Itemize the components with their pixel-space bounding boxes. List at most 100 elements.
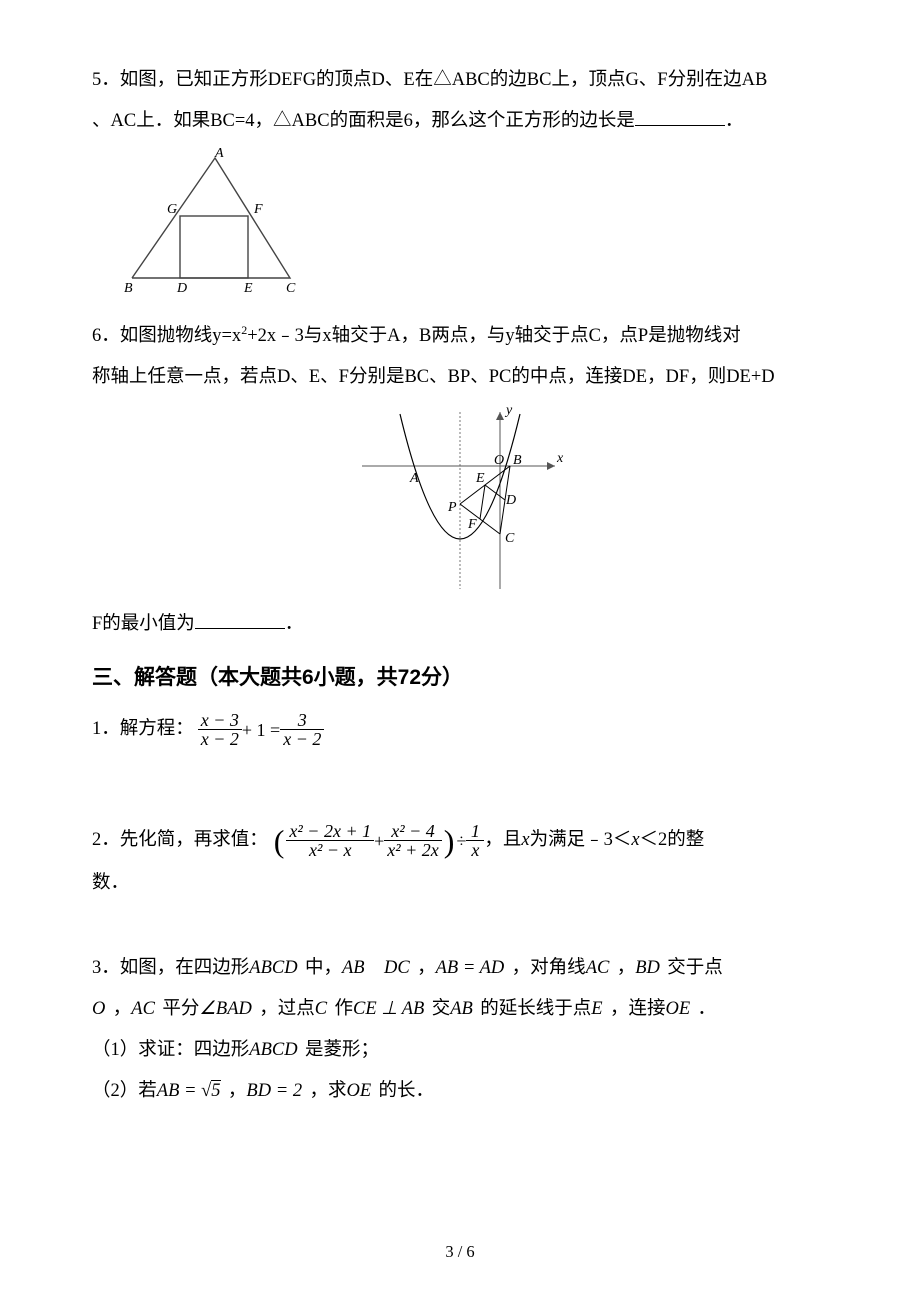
- p3-l1b: 中，: [305, 958, 342, 978]
- q6-dot: ．: [285, 614, 304, 634]
- q5-line2-text: 、AC上．如果BC=4，△ABC的面积是6，那么这个正方形的边长是: [92, 111, 635, 131]
- p2-tail1: ，且: [484, 822, 521, 859]
- q5-label-B: B: [124, 281, 133, 296]
- q6-svg: y x A B O E P D F C: [350, 404, 570, 594]
- p3-s2c: ，求: [309, 1081, 346, 1101]
- q6-figure: y x A B O E P D F C: [92, 404, 828, 608]
- p3-abeq2l: AB =: [157, 1081, 201, 1101]
- q5-line2: 、AC上．如果BC=4，△ABC的面积是6，那么这个正方形的边长是．: [92, 103, 828, 140]
- q6-E: E: [475, 471, 485, 486]
- page: { "q5": { "line1": "5．如图，已知正方形DEFG的顶点D、E…: [0, 0, 920, 1302]
- q5-figure: A G F B D E C: [120, 146, 828, 310]
- p3-sub2: （2）若AB = √5 ，BD = 2 ，求OE 的长．: [92, 1073, 828, 1110]
- p2-open: (: [274, 825, 285, 857]
- q6-x: x: [556, 451, 564, 466]
- p2-close: ): [444, 825, 455, 857]
- p1-f1d: x − 2: [198, 730, 242, 748]
- q6-F: F: [467, 517, 477, 532]
- p2-f1d: x² − x: [286, 841, 374, 859]
- q6-line1: 6．如图抛物线y=x2+2x﹣3与x轴交于A，B两点，与y轴交于点C，点P是抛物…: [92, 318, 828, 355]
- p3-s1b: 是菱形；: [305, 1040, 379, 1060]
- p3-OE1: OE: [665, 999, 690, 1019]
- p2-eq: ( x² − 2x + 1x² − x + x² − 4x² + 2x ) ÷ …: [272, 822, 485, 859]
- p3-s2b: ，: [228, 1081, 247, 1101]
- p1-f1n: x − 3: [198, 711, 242, 730]
- p3-O1: O: [92, 999, 105, 1019]
- p3-OE2: OE: [346, 1081, 371, 1101]
- p2-div: ÷: [456, 823, 466, 859]
- p2-f3d: x: [466, 841, 484, 859]
- p3-sqrt: √5: [201, 1080, 220, 1101]
- spacer-2: [92, 906, 828, 950]
- q6-B: B: [513, 453, 522, 468]
- q5-line1: 5．如图，已知正方形DEFG的顶点D、E在△ABC的边BC上，顶点G、F分别在边…: [92, 62, 828, 99]
- p3-ab1: AB: [342, 958, 365, 978]
- p2-f2d: x² + 2x: [384, 841, 442, 859]
- q5-label-D: D: [176, 281, 187, 296]
- p3-c1: ，: [417, 958, 436, 978]
- p3-dc: DC: [384, 958, 410, 978]
- p3-sub1: （1）求证：四边形ABCD 是菱形；: [92, 1032, 828, 1069]
- p3-ang: ∠BAD: [199, 999, 252, 1019]
- p1-f2d: x − 2: [280, 730, 324, 748]
- q6-l3-prefix: F的最小值为: [92, 606, 195, 643]
- p3-ab2: AB: [450, 999, 473, 1019]
- page-footer: 3 / 6: [0, 1235, 920, 1268]
- p3-l2d: 交: [432, 999, 451, 1019]
- p3-abeq: AB = AD: [436, 958, 505, 978]
- p3-l1c: 交于点: [667, 958, 723, 978]
- p3-c2: ，对角线: [512, 958, 586, 978]
- p1-row: 1．解方程： x − 3x − 2 + 1 = 3x − 2: [92, 711, 828, 748]
- p3-C1: C: [315, 999, 327, 1019]
- q5-label-G: G: [167, 202, 177, 217]
- p3-ac1: AC: [586, 958, 610, 978]
- q6-D: D: [505, 493, 516, 508]
- q6-y: y: [504, 404, 513, 418]
- q6-line2: 称轴上任意一点，若点D、E、F分别是BC、BP、PC的中点，连接DE，DF，则D…: [92, 359, 828, 396]
- section3-title: 三、解答题（本大题共6小题，共72分）: [92, 657, 828, 699]
- p3-abcd: ABCD: [249, 958, 297, 978]
- q6-blank: [195, 612, 285, 630]
- p3-l2f: ，连接: [610, 999, 666, 1019]
- p3-dot1: ．: [698, 999, 717, 1019]
- q6-C: C: [505, 531, 515, 546]
- q6-A: A: [409, 471, 419, 486]
- p3-ac2: AC: [131, 999, 155, 1019]
- p2-f2n: x² − 4: [384, 822, 442, 841]
- p2-x1: x: [521, 822, 529, 859]
- q6-O: O: [494, 453, 504, 468]
- q6-l1a: 6．如图抛物线y=x: [92, 326, 241, 346]
- p2-tail4: 数．: [92, 865, 828, 902]
- q5-label-E: E: [243, 281, 253, 296]
- p3-s1a: （1）求证：四边形: [92, 1040, 249, 1060]
- p2-f1n: x² − 2x + 1: [286, 822, 374, 841]
- p1-mid: + 1 =: [242, 712, 280, 748]
- p3-sqrt5: 5: [211, 1080, 220, 1101]
- p3-E1: E: [591, 999, 602, 1019]
- p3-c4: ，: [113, 999, 132, 1019]
- p2-label: 2．先化简，再求值：: [92, 822, 268, 859]
- p1-eq: x − 3x − 2 + 1 = 3x − 2: [198, 711, 325, 748]
- p3-l2e: 的延长线于点: [480, 999, 591, 1019]
- p2-row: 2．先化简，再求值： ( x² − 2x + 1x² − x + x² − 4x…: [92, 822, 828, 859]
- p3-s2a: （2）若: [92, 1081, 157, 1101]
- q5-svg: A G F B D E C: [120, 146, 310, 296]
- p3-bd1: BD: [635, 958, 660, 978]
- p3-s2d: 的长．: [379, 1081, 435, 1101]
- p3-abcd2: ABCD: [249, 1040, 297, 1060]
- p2-tail3: ＜2的整: [640, 822, 705, 859]
- q6-line3: F的最小值为 ．: [92, 606, 828, 643]
- p3-l2c: 作: [335, 999, 354, 1019]
- p3-l2b: ，过点: [259, 999, 315, 1019]
- q6-P: P: [447, 500, 457, 515]
- spacer-1: [92, 778, 828, 822]
- p3-l1a: 3．如图，在四边形: [92, 958, 249, 978]
- p3-ceperp: CE ⊥ AB: [353, 999, 424, 1019]
- q5-label-F: F: [253, 202, 263, 217]
- p3-l2a: 平分: [162, 999, 199, 1019]
- p2-plus: +: [374, 823, 384, 859]
- p3-c3: ，: [617, 958, 636, 978]
- p1-f2n: 3: [280, 711, 324, 730]
- p3-bdeq: BD = 2: [246, 1081, 302, 1101]
- p2-f3n: 1: [466, 822, 484, 841]
